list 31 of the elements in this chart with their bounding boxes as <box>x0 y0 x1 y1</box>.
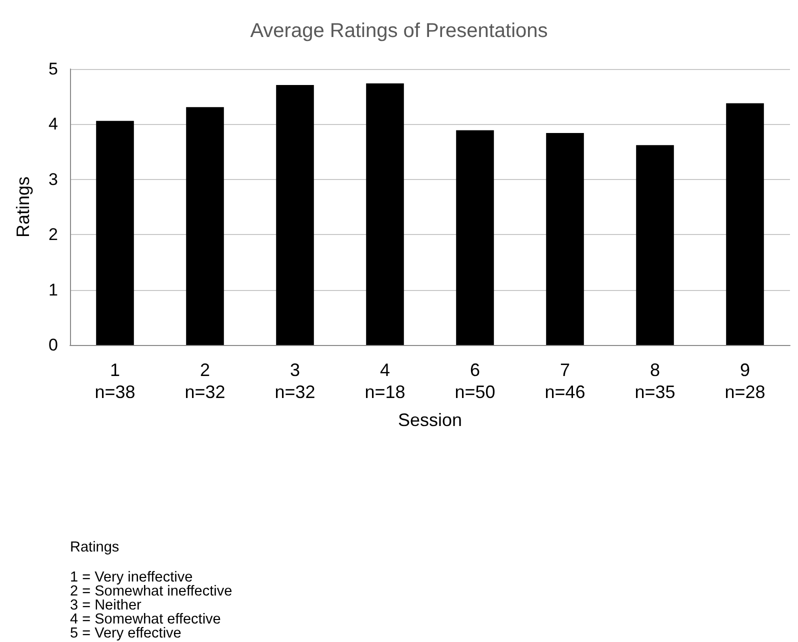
x-tick-label: 7 n=46 <box>544 360 586 402</box>
text: 5 = Very effective <box>70 626 182 642</box>
x-axis-title: Session <box>398 410 462 430</box>
y-tick-label: 4 <box>48 114 58 134</box>
x-tick-label: 2 n=32 <box>184 360 226 402</box>
y-tick-label: 0 <box>48 336 58 354</box>
bar <box>726 103 764 345</box>
x-tick-label: 6 n=50 <box>454 360 496 402</box>
bar <box>366 83 404 345</box>
y-tick-label: 2 <box>48 225 58 244</box>
bar <box>186 107 224 345</box>
text: 4 = Somewhat effective <box>70 612 221 628</box>
y-tick-label: 1 <box>48 280 58 300</box>
chart-title: Average Ratings of Presentations <box>250 20 548 42</box>
text: 3 = Neither <box>70 598 142 614</box>
x-tick-label: 1 n=38 <box>94 360 136 402</box>
text: 1 = Very ineffective <box>70 570 193 586</box>
bar <box>456 130 494 345</box>
x-tick-label: 4 n=18 <box>364 360 406 402</box>
bar <box>276 85 314 345</box>
bar <box>636 145 674 345</box>
bar <box>96 120 134 345</box>
y-axis-title: Ratings <box>13 176 33 238</box>
x-tick-label: 8 n=35 <box>634 360 676 402</box>
bar <box>546 133 584 345</box>
y-tick-label: 3 <box>48 170 58 189</box>
y-tick-label: 5 <box>48 60 58 78</box>
text: Ratings <box>70 540 120 556</box>
x-tick-label: 3 n=32 <box>274 360 316 402</box>
text: 2 = Somewhat ineffective <box>70 584 232 600</box>
x-tick-label: 9 n=28 <box>724 360 766 402</box>
